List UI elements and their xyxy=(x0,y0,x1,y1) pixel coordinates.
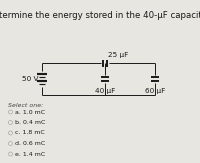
Text: a. 1.0 mC: a. 1.0 mC xyxy=(15,110,45,114)
Text: 60 μF: 60 μF xyxy=(145,88,165,94)
Text: 40 μF: 40 μF xyxy=(95,88,115,94)
Text: e. 1.4 mC: e. 1.4 mC xyxy=(15,151,45,156)
Text: d. 0.6 mC: d. 0.6 mC xyxy=(15,141,45,146)
Text: 25 μF: 25 μF xyxy=(108,52,128,58)
Text: 50 V: 50 V xyxy=(22,76,38,82)
Text: Select one:: Select one: xyxy=(8,103,43,108)
Text: c. 1.8 mC: c. 1.8 mC xyxy=(15,131,45,135)
Text: b. 0.4 mC: b. 0.4 mC xyxy=(15,120,45,125)
Text: Determine the energy stored in the 40-μF capacitor.: Determine the energy stored in the 40-μF… xyxy=(0,11,200,20)
